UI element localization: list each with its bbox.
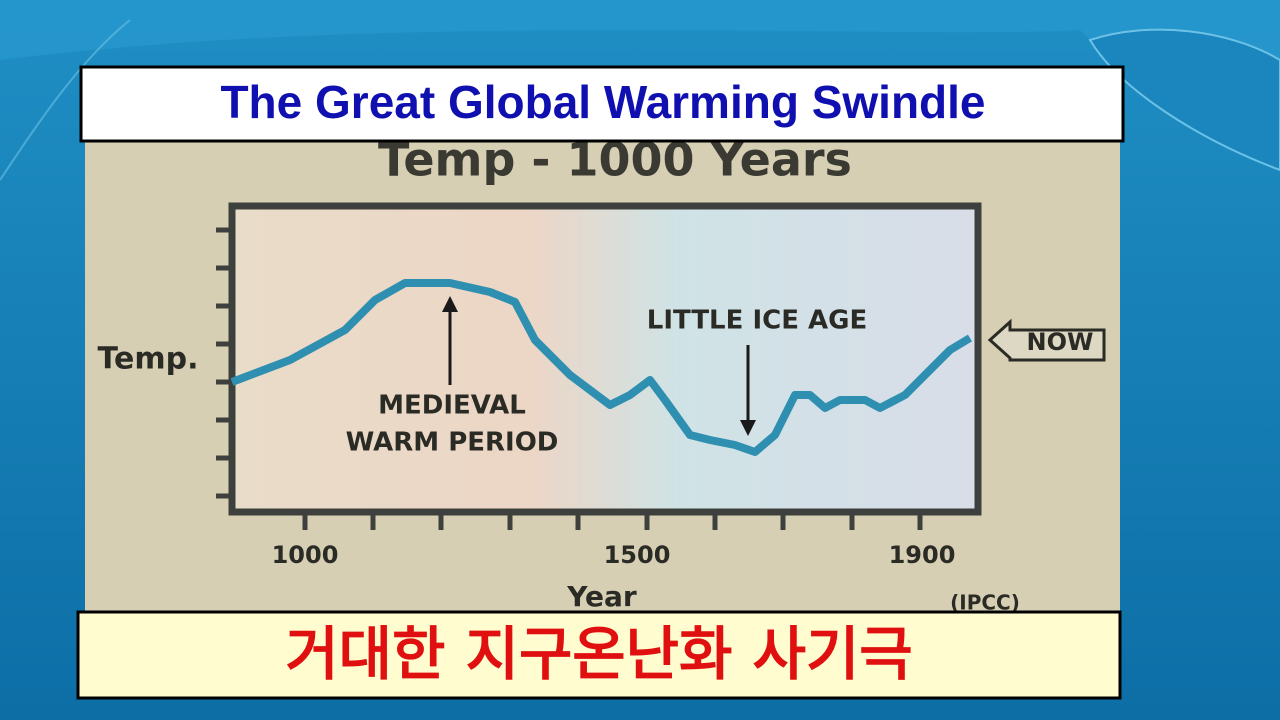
annotation: NOW xyxy=(1027,328,1094,356)
slide-title: The Great Global Warming Swindle xyxy=(220,76,985,128)
wave xyxy=(1088,28,1280,172)
arrow-head xyxy=(442,296,458,312)
y-axis-label: Temp. xyxy=(98,342,199,377)
y-ticks xyxy=(216,227,232,499)
x-tick-label: 1500 xyxy=(604,541,671,569)
x-axis-label: Year xyxy=(566,580,637,613)
temperature-curve xyxy=(230,279,973,456)
wave-line xyxy=(0,19,131,181)
now-marker xyxy=(987,318,1106,362)
arrow-head xyxy=(740,420,756,436)
title-box xyxy=(79,65,1125,143)
annotation: MEDIEVAL xyxy=(378,391,526,421)
wave xyxy=(0,0,1280,170)
annotation: WARM PERIOD xyxy=(346,428,559,458)
slide-subtitle: 거대한 지구온난화 사기극 xyxy=(285,620,912,688)
x-ticks xyxy=(302,512,923,530)
annotation: LITTLE ICE AGE xyxy=(647,306,867,336)
plot-frame xyxy=(228,202,982,516)
x-tick-label: 1000 xyxy=(272,541,339,569)
subtitle-box xyxy=(76,610,1122,700)
x-tick-label: 1900 xyxy=(889,541,956,569)
